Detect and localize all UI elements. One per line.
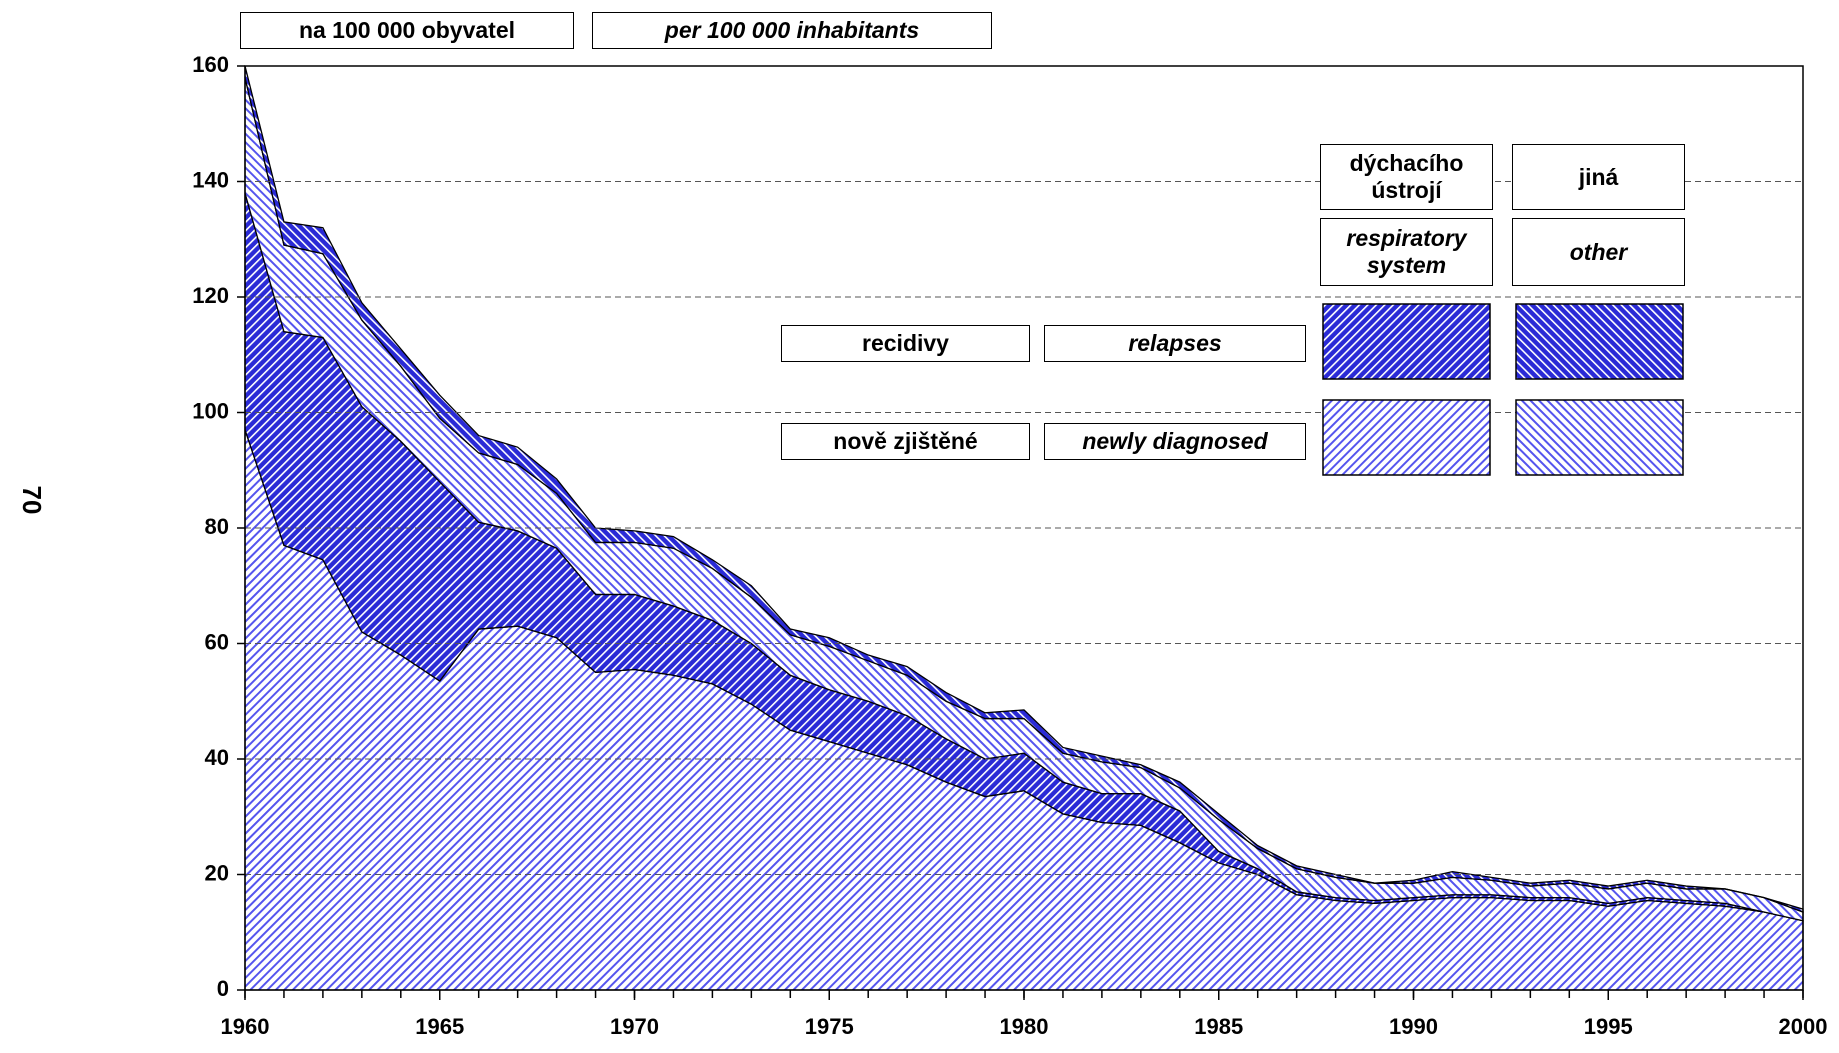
legend-swatch <box>1515 399 1684 476</box>
header-box: na 100 000 obyvatel <box>240 12 574 49</box>
y-tick-label: 0 <box>217 976 229 1001</box>
plot-border <box>244 65 1804 991</box>
legend-row: nově zjištěné <box>781 423 1030 460</box>
y-tick-label: 20 <box>205 860 229 885</box>
x-tick-label: 1965 <box>415 1014 464 1039</box>
page-number: 70 <box>17 486 47 515</box>
x-tick-label: 1980 <box>1000 1014 1049 1039</box>
legend-row: newly diagnosed <box>1044 423 1306 460</box>
legend-column: other <box>1512 218 1685 286</box>
x-tick-label: 1985 <box>1194 1014 1243 1039</box>
header-box: per 100 000 inhabitants <box>592 12 992 49</box>
x-tick-label: 1990 <box>1389 1014 1438 1039</box>
legend-swatch <box>1322 303 1491 380</box>
y-tick-label: 100 <box>192 398 229 423</box>
legend-swatch <box>1322 399 1491 476</box>
x-tick-label: 1995 <box>1584 1014 1633 1039</box>
legend-row: recidivy <box>781 325 1030 362</box>
y-tick-label: 140 <box>192 167 229 192</box>
legend-row: relapses <box>1044 325 1306 362</box>
y-tick-label: 160 <box>192 52 229 77</box>
x-tick-label: 2000 <box>1779 1014 1828 1039</box>
legend-column: respiratory system <box>1320 218 1493 286</box>
legend-swatch <box>1515 303 1684 380</box>
y-tick-label: 120 <box>192 283 229 308</box>
legend-column: dýchacího ústrojí <box>1320 144 1493 210</box>
legend-column: jiná <box>1512 144 1685 210</box>
y-tick-label: 40 <box>205 745 229 770</box>
y-tick-label: 60 <box>205 629 229 654</box>
x-tick-label: 1975 <box>805 1014 854 1039</box>
x-tick-label: 1970 <box>610 1014 659 1039</box>
x-tick-label: 1960 <box>221 1014 270 1039</box>
y-tick-label: 80 <box>205 514 229 539</box>
